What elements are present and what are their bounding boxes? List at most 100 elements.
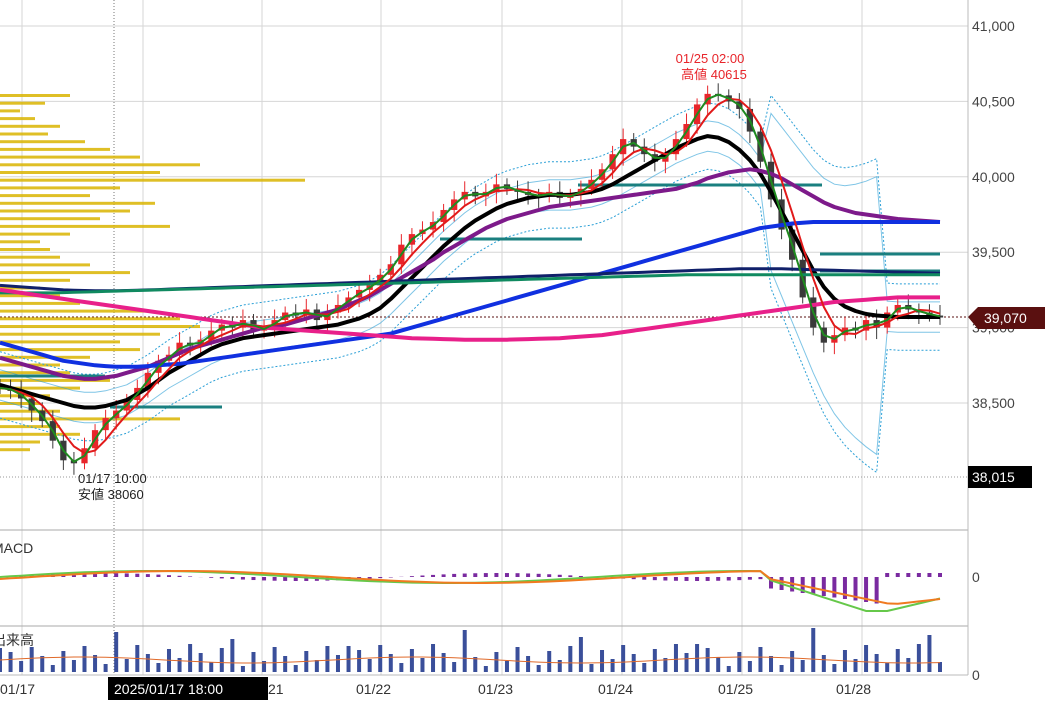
volume-bar-53: [557, 660, 562, 672]
macd-hist-60: [631, 577, 636, 580]
volume-bar-69: [726, 666, 731, 672]
volume-bar-6: [61, 651, 66, 672]
x-tick-2: 01/23: [478, 681, 513, 697]
volume-bar-52: [547, 651, 552, 672]
volume-bar-75: [790, 651, 795, 672]
profile-bar-5: [0, 132, 48, 136]
macd-hist-88: [927, 573, 932, 577]
profile-bar-17: [0, 224, 170, 228]
macd-hist-8: [82, 573, 87, 577]
macd-hist-63: [663, 577, 668, 581]
profile-bar-46: [0, 448, 30, 452]
volume-bar-9: [93, 655, 98, 672]
macd-hist-81: [853, 577, 858, 601]
profile-bar-8: [0, 155, 140, 159]
volume-bar-38: [399, 663, 404, 672]
moving-averages: [0, 93, 941, 464]
current-price-label: 39,070: [984, 310, 1027, 326]
macd-hist-49: [515, 573, 520, 577]
volume-bar-39: [409, 649, 414, 672]
macd-hist-9: [93, 573, 98, 577]
volume-bar-5: [50, 665, 55, 672]
volume-bar-60: [631, 654, 636, 672]
volume-bar-88: [927, 635, 932, 672]
x-tick-3: 01/24: [598, 681, 633, 697]
volume-bar-22: [230, 639, 235, 672]
macd-hist-55: [578, 575, 583, 577]
volume-bar-82: [864, 645, 869, 672]
macd-hist-89: [938, 573, 942, 577]
volume-bar-45: [473, 657, 478, 672]
volume-bar-47: [494, 652, 499, 672]
ma-line-ma_pink: [0, 287, 940, 342]
macd-hist-14: [145, 574, 150, 577]
macd-hist-54: [568, 575, 573, 577]
profile-bar-44: [0, 432, 80, 436]
macd-hist-84: [885, 573, 890, 577]
macd-hist-65: [684, 577, 689, 581]
crosshair-time-badge: 2025/01/17 18:00: [108, 677, 268, 700]
volume-bar-63: [663, 658, 668, 672]
ma-line-ma_fast: [0, 93, 941, 464]
macd-panel: [0, 570, 942, 612]
bollinger-upper: [0, 94, 940, 375]
volume-bar-57: [600, 650, 605, 672]
profile-bar-40: [0, 402, 40, 405]
volume-bar-34: [357, 650, 362, 672]
y-tick-2: 40,000: [972, 169, 1015, 185]
bollinger-lower: [0, 168, 940, 474]
profile-bar-23: [0, 271, 130, 275]
ma-line-ma_red: [0, 97, 941, 455]
ma-line-ma_green: [0, 273, 940, 295]
profile-bar-12: [0, 186, 120, 190]
volume-avg-line: [0, 656, 941, 664]
macd-hist-83: [874, 577, 879, 604]
volume-bar-15: [156, 663, 161, 672]
macd-hist-27: [283, 577, 288, 581]
macd-hist-22: [230, 577, 235, 580]
macd-hist-73: [769, 577, 774, 589]
volume-bar-55: [578, 637, 583, 672]
macd-hist-16: [166, 575, 171, 577]
profile-bar-0: [0, 94, 70, 97]
x-axis: 01/17 01/22 01/23 01/24 01/25 01/28: [0, 681, 871, 697]
volume-bar-51: [536, 665, 541, 672]
macd-hist-66: [695, 577, 700, 581]
macd-hist-40: [420, 575, 425, 577]
volume-bar-48: [504, 661, 509, 672]
macd-hist-70: [737, 577, 742, 581]
volume-bar-85: [895, 649, 900, 672]
volume-bar-67: [705, 648, 710, 672]
volume-panel: [0, 628, 942, 672]
macd-hist-13: [135, 573, 140, 577]
profile-bar-38: [0, 386, 80, 390]
macd-hist-72: [758, 577, 763, 580]
macd-hist-26: [272, 577, 277, 581]
macd-hist-15: [156, 574, 161, 577]
profile-bar-15: [0, 209, 130, 213]
macd-hist-21: [219, 577, 224, 579]
y-tick-5: 38,500: [972, 395, 1015, 411]
profile-bar-42: [0, 417, 180, 421]
profile-bar-28: [0, 309, 150, 313]
macd-line: [0, 570, 941, 612]
x-tick-partial: 21: [268, 681, 284, 697]
volume-bar-40: [420, 658, 425, 672]
profile-bar-14: [0, 201, 155, 205]
volume-bar-71: [747, 661, 752, 672]
x-tick-1: 01/22: [356, 681, 391, 697]
profile-bar-30: [0, 325, 200, 328]
y-tick-3: 39,500: [972, 244, 1015, 260]
macd-hist-69: [726, 577, 731, 581]
volume-bar-65: [684, 653, 689, 672]
profile-bar-29: [0, 317, 180, 321]
macd-hist-80: [842, 577, 847, 599]
profile-bar-33: [0, 348, 140, 352]
profile-bar-20: [0, 248, 50, 251]
profile-bar-19: [0, 240, 40, 244]
volume-bar-64: [673, 644, 678, 672]
macd-hist-45: [473, 573, 478, 577]
volume-bar-7: [71, 660, 76, 672]
volume-bar-46: [483, 666, 488, 672]
